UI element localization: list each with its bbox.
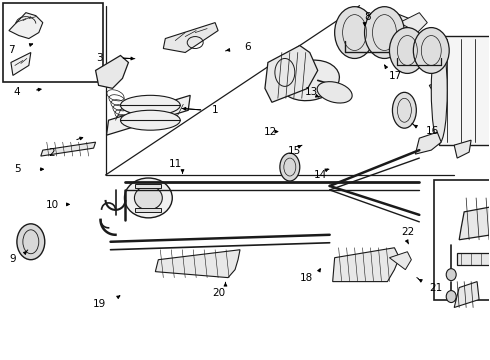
Ellipse shape — [446, 291, 456, 302]
Text: 9: 9 — [9, 254, 16, 264]
Ellipse shape — [17, 224, 45, 260]
Ellipse shape — [317, 82, 352, 103]
Text: 20: 20 — [212, 288, 225, 298]
Ellipse shape — [335, 7, 374, 58]
Ellipse shape — [390, 28, 425, 73]
Text: 17: 17 — [389, 71, 402, 81]
Ellipse shape — [365, 7, 404, 58]
Ellipse shape — [414, 28, 449, 73]
Text: 16: 16 — [426, 126, 439, 135]
Ellipse shape — [392, 92, 416, 128]
Text: 6: 6 — [244, 42, 251, 52]
Text: 14: 14 — [313, 170, 327, 180]
Text: 19: 19 — [93, 300, 106, 310]
Polygon shape — [96, 55, 128, 88]
Text: 21: 21 — [430, 283, 443, 293]
Polygon shape — [163, 23, 218, 53]
Text: 5: 5 — [14, 164, 21, 174]
Ellipse shape — [134, 186, 162, 210]
Polygon shape — [454, 282, 479, 307]
Polygon shape — [429, 78, 451, 102]
Bar — [434, 180, 490, 300]
Polygon shape — [355, 13, 415, 50]
Ellipse shape — [431, 37, 447, 143]
Text: 3: 3 — [96, 53, 102, 63]
Polygon shape — [416, 132, 441, 154]
Polygon shape — [390, 252, 412, 270]
Polygon shape — [265, 45, 318, 102]
Text: 15: 15 — [288, 145, 301, 156]
Bar — [135, 184, 161, 188]
Ellipse shape — [446, 269, 456, 280]
Polygon shape — [106, 95, 190, 135]
Bar — [3, 3, 102, 82]
Bar — [457, 253, 490, 265]
Text: 8: 8 — [365, 12, 371, 22]
Text: 7: 7 — [8, 45, 15, 55]
Text: 1: 1 — [212, 105, 218, 115]
Text: 18: 18 — [300, 273, 313, 283]
Ellipse shape — [280, 60, 340, 101]
Text: 12: 12 — [264, 127, 277, 136]
Polygon shape — [399, 13, 427, 32]
Polygon shape — [9, 13, 43, 39]
Bar — [439, 36, 490, 145]
Text: 11: 11 — [169, 159, 182, 169]
Text: 4: 4 — [14, 87, 21, 97]
Text: 13: 13 — [305, 87, 318, 97]
Ellipse shape — [121, 95, 180, 115]
Text: 2: 2 — [48, 148, 55, 158]
Polygon shape — [454, 140, 471, 158]
Polygon shape — [11, 53, 31, 75]
Ellipse shape — [124, 178, 172, 218]
Polygon shape — [333, 248, 399, 282]
Ellipse shape — [280, 153, 300, 181]
Polygon shape — [41, 142, 96, 156]
Ellipse shape — [121, 110, 180, 130]
Bar — [135, 208, 161, 212]
Polygon shape — [155, 250, 240, 278]
Text: 10: 10 — [46, 200, 59, 210]
Text: 22: 22 — [401, 227, 415, 237]
Polygon shape — [459, 198, 490, 240]
